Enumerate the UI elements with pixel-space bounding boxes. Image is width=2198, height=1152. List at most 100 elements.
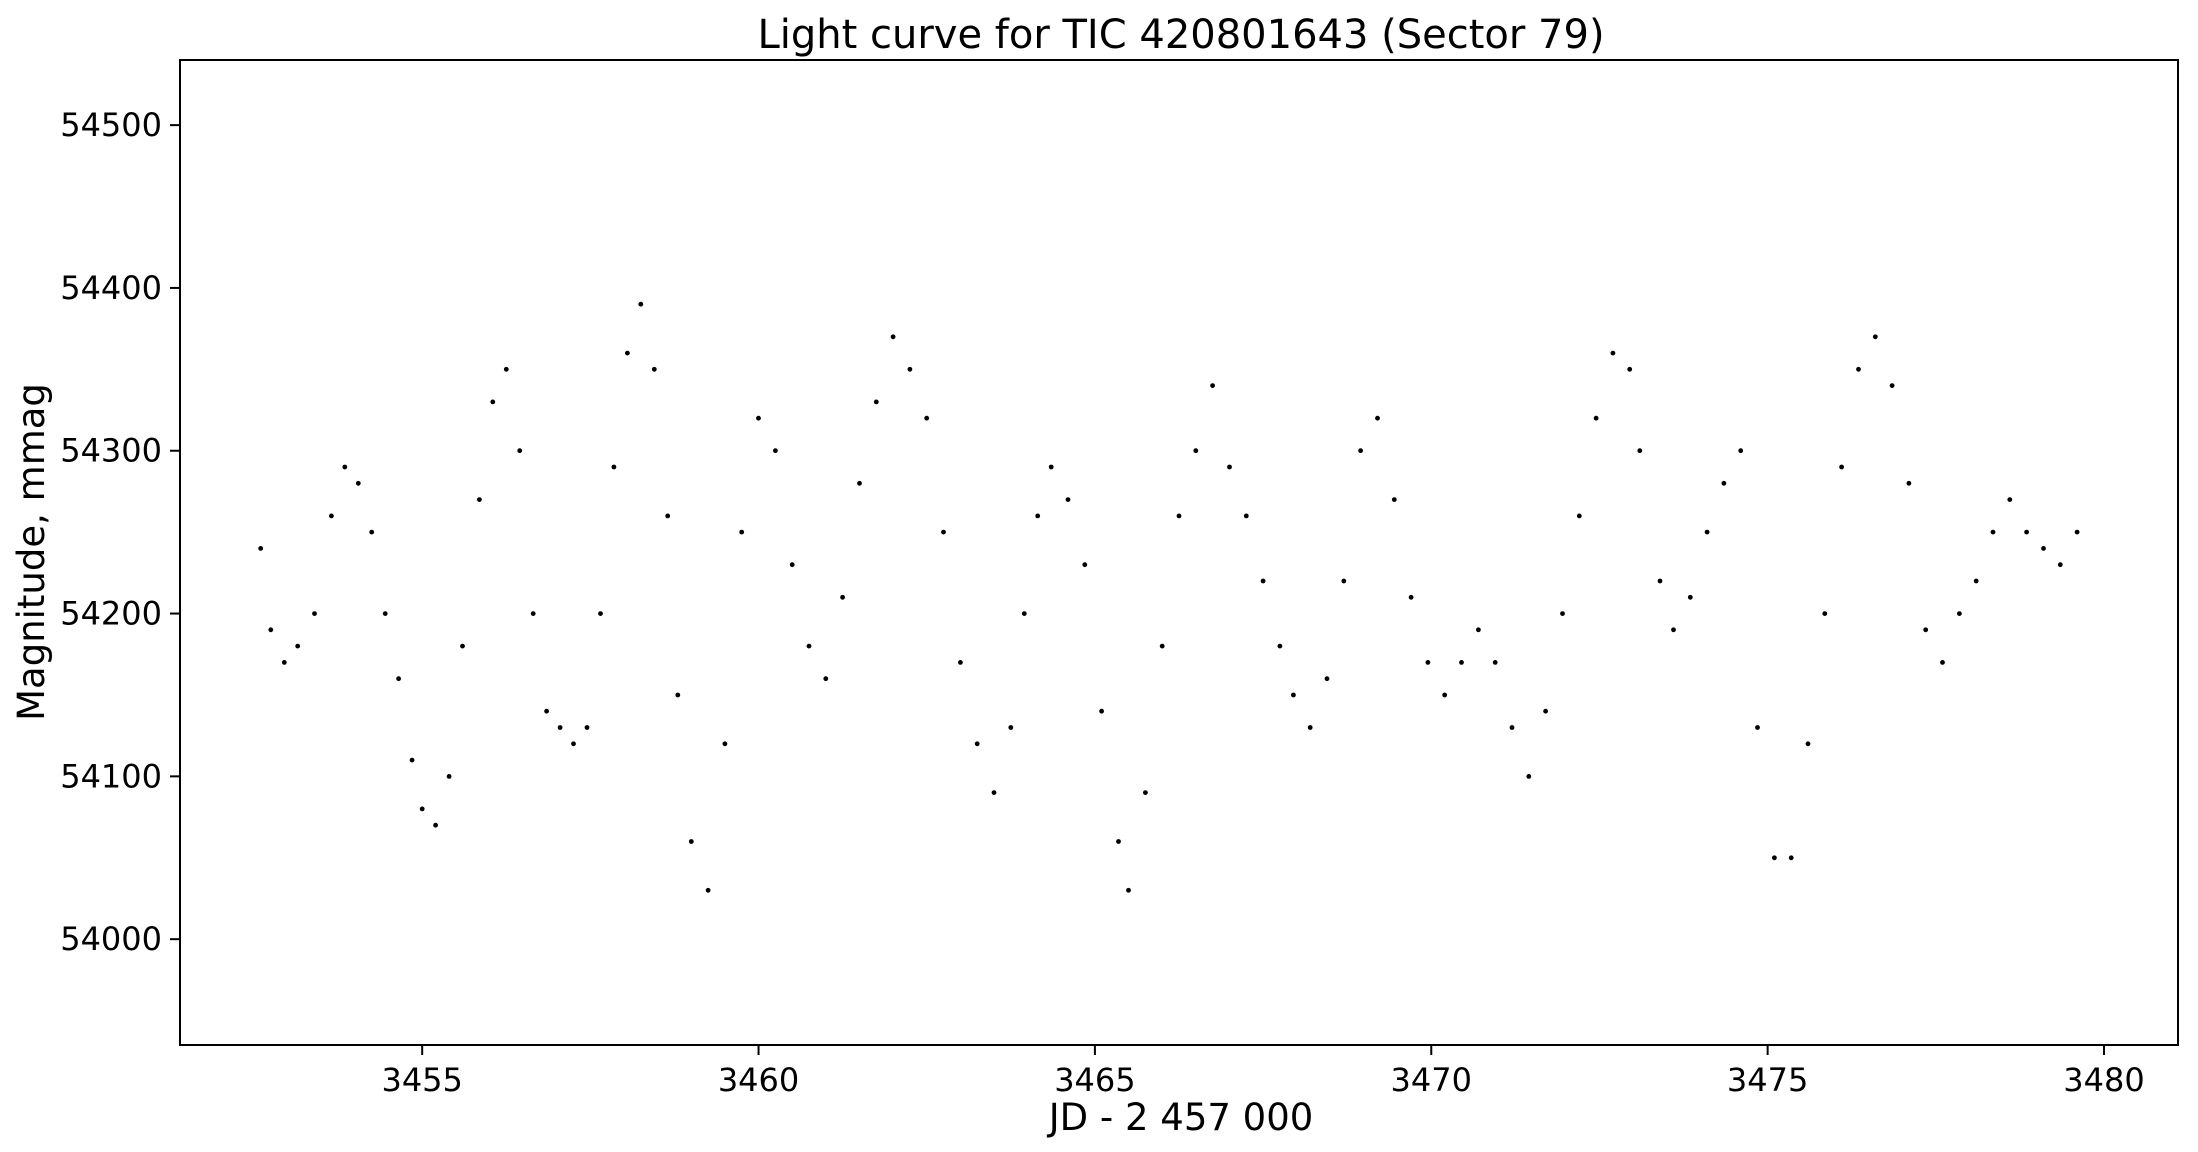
data-point — [1193, 448, 1199, 454]
data-point — [1772, 855, 1777, 861]
data-point — [258, 546, 264, 551]
data-point — [1576, 513, 1582, 519]
data-point — [396, 676, 401, 682]
y-tick-label: 54300 — [60, 432, 162, 470]
data-point — [557, 725, 563, 730]
data-point — [651, 366, 657, 372]
data-point — [625, 350, 630, 356]
x-tick-label: 3480 — [2063, 1061, 2144, 1099]
data-point — [890, 334, 896, 340]
data-point — [1526, 774, 1532, 779]
data-point — [722, 741, 728, 747]
y-tick-label: 54500 — [60, 106, 162, 144]
data-point — [1035, 513, 1041, 519]
plot-frame — [179, 59, 2179, 1046]
data-point — [433, 822, 438, 828]
data-point — [544, 708, 549, 714]
y-tick-label: 54100 — [60, 757, 162, 795]
data-points — [258, 301, 2080, 893]
data-point — [2024, 529, 2029, 535]
x-tick-label: 3470 — [1391, 1061, 1472, 1099]
data-point — [571, 741, 576, 747]
data-point — [2007, 497, 2013, 502]
data-point — [924, 415, 930, 421]
data-point — [1543, 708, 1548, 714]
data-point — [490, 399, 496, 405]
data-point — [1627, 366, 1633, 372]
x-tick-label: 3460 — [718, 1061, 799, 1099]
data-point — [312, 611, 317, 616]
data-point — [1704, 529, 1710, 535]
data-point — [477, 497, 482, 502]
data-point — [1973, 578, 1979, 584]
data-point — [295, 643, 301, 649]
data-point — [789, 562, 795, 568]
data-point — [1492, 660, 1498, 665]
data-point — [1159, 643, 1165, 649]
data-point — [1856, 366, 1861, 372]
data-point — [739, 529, 745, 535]
data-point — [1260, 578, 1266, 584]
data-point — [1008, 725, 1014, 730]
data-point — [1307, 725, 1313, 730]
data-point — [503, 366, 509, 372]
data-point — [419, 806, 425, 812]
data-point — [1116, 839, 1121, 844]
data-point — [857, 480, 862, 486]
chart-title: Light curve for TIC 420801643 (Sector 79… — [757, 12, 1604, 58]
data-point — [1227, 464, 1232, 470]
x-axis-label: JD - 2 457 000 — [1047, 1096, 1314, 1139]
data-point — [1243, 513, 1249, 519]
data-point — [1358, 448, 1363, 454]
data-point — [598, 611, 603, 616]
y-tick-label: 54000 — [60, 920, 162, 958]
data-point — [530, 611, 536, 616]
data-point — [1593, 415, 1599, 421]
data-point — [2041, 546, 2046, 551]
data-point — [823, 676, 829, 682]
data-point — [1990, 529, 1996, 535]
data-point — [806, 643, 812, 649]
data-point — [1755, 725, 1760, 730]
data-point — [1687, 594, 1693, 600]
y-axis-label: Magnitude, mmag — [10, 383, 53, 721]
data-point — [1099, 708, 1104, 714]
data-point — [773, 448, 778, 454]
data-point — [1425, 660, 1431, 665]
data-point — [688, 839, 694, 844]
data-point — [342, 464, 348, 470]
data-point — [1143, 790, 1148, 795]
data-point — [1176, 513, 1182, 519]
data-point — [1459, 660, 1464, 665]
data-point — [873, 399, 879, 405]
data-point — [268, 627, 274, 633]
data-point — [517, 448, 523, 454]
data-point — [281, 660, 287, 665]
data-point — [1721, 480, 1727, 486]
data-point — [611, 464, 617, 470]
data-point — [329, 513, 334, 519]
data-point — [756, 415, 761, 421]
x-axis: 3455 3460 3465 3470 3475 3480 — [381, 1045, 2145, 1099]
data-point — [446, 774, 452, 779]
data-point — [1657, 578, 1663, 584]
data-point — [665, 513, 671, 519]
data-point — [1889, 383, 1895, 388]
x-tick-label: 3455 — [381, 1061, 462, 1099]
data-point — [2074, 529, 2080, 535]
data-point — [1822, 611, 1828, 616]
data-point — [1839, 464, 1844, 470]
data-point — [958, 660, 963, 665]
data-point — [460, 643, 465, 649]
data-point — [1957, 611, 1962, 616]
data-point — [991, 790, 997, 795]
y-tick-label: 54400 — [60, 269, 162, 307]
data-point — [1341, 578, 1347, 584]
data-point — [1906, 480, 1912, 486]
data-point — [1375, 415, 1380, 421]
data-point — [1637, 448, 1643, 454]
data-point — [1671, 627, 1676, 633]
data-point — [369, 529, 375, 535]
data-point — [1940, 660, 1945, 665]
